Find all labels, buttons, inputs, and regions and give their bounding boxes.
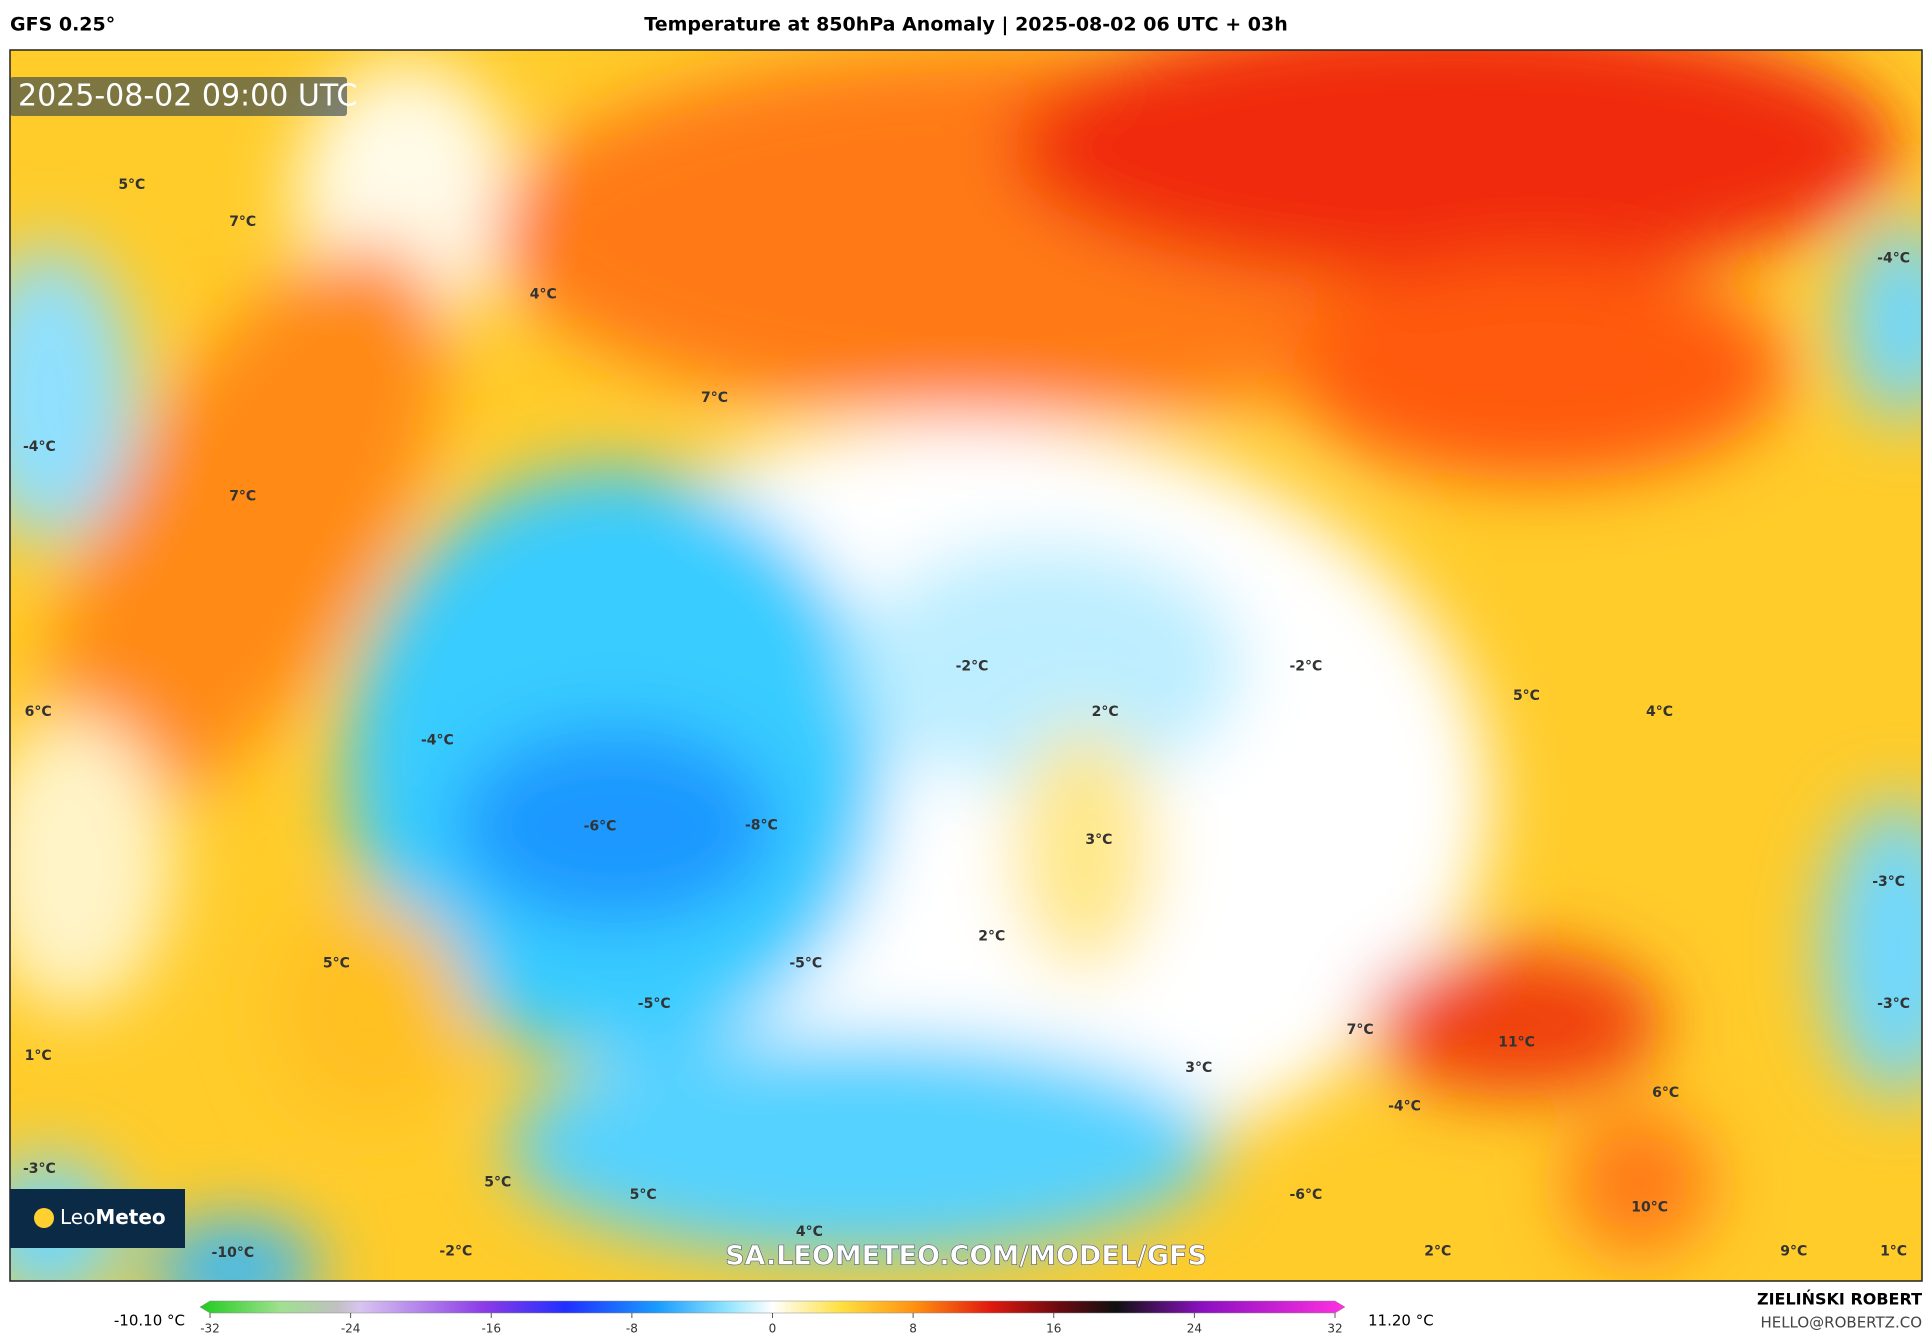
contour-label: 3°C	[1085, 832, 1112, 848]
contour-label: -6°C	[584, 819, 617, 835]
map-frame	[9, 49, 1923, 1282]
contour-label: 7°C	[701, 390, 728, 406]
contour-label: -10°C	[212, 1245, 255, 1261]
contour-label: 9°C	[1780, 1244, 1807, 1260]
contour-label: 10°C	[1631, 1199, 1668, 1215]
contour-label: 4°C	[1646, 704, 1673, 720]
colorbar	[199, 1300, 1346, 1314]
contour-label: 7°C	[1347, 1022, 1374, 1038]
contour-label: 6°C	[1652, 1085, 1679, 1101]
contour-label: 1°C	[25, 1048, 52, 1064]
author: ZIELIŃSKI ROBERT	[1757, 1290, 1922, 1309]
contour-label: -3°C	[1872, 874, 1905, 890]
contour-label: 2°C	[978, 928, 1005, 944]
map	[10, 50, 1922, 1281]
contour-label: 4°C	[530, 286, 557, 302]
logo: LeoMeteo	[60, 1205, 166, 1229]
contour-label: -3°C	[23, 1161, 56, 1177]
contour-label: 5°C	[1513, 688, 1540, 704]
contour-label: -2°C	[1290, 659, 1323, 675]
contour-label: -4°C	[421, 732, 454, 748]
contour-label: 5°C	[118, 177, 145, 193]
colorbar-tick-label: 0	[769, 1322, 777, 1336]
email: HELLO@ROBERTZ.CO	[1760, 1314, 1922, 1332]
contour-label: 5°C	[630, 1187, 657, 1203]
colorbar-tick-label: -8	[626, 1322, 638, 1336]
contour-label: 3°C	[1185, 1060, 1212, 1076]
colorbar-tick-label: 8	[909, 1322, 917, 1336]
contour-label: 11°C	[1498, 1034, 1535, 1050]
contour-label: -4°C	[23, 439, 56, 455]
colorbar-min: -10.10 °C	[114, 1312, 185, 1330]
colorbar-tick-label: 32	[1327, 1322, 1342, 1336]
colorbar-max: 11.20 °C	[1368, 1312, 1434, 1330]
timestamp: 2025-08-02 09:00 UTC	[18, 79, 357, 114]
contour-label: -4°C	[1388, 1098, 1421, 1114]
contour-label: 2°C	[1092, 704, 1119, 720]
watermark: SA.LEOMETEO.COM/MODEL/GFS	[725, 1241, 1207, 1272]
contour-label: -8°C	[745, 817, 778, 833]
contour-label: -2°C	[439, 1244, 472, 1260]
contour-label: -6°C	[1290, 1187, 1323, 1203]
contour-label: 5°C	[323, 955, 350, 971]
contour-label: 6°C	[25, 704, 52, 720]
contour-label: -2°C	[956, 659, 989, 675]
contour-label: -5°C	[789, 955, 822, 971]
timestamp-box	[10, 77, 347, 116]
colorbar-tick-label: -24	[341, 1322, 361, 1336]
logo-sun	[34, 1208, 54, 1228]
contour-label: 5°C	[484, 1175, 511, 1191]
contour-label: 4°C	[796, 1224, 823, 1240]
colorbar-tick-label: 16	[1046, 1322, 1061, 1336]
contour-label: -5°C	[638, 996, 671, 1012]
chart-title: Temperature at 850hPa Anomaly | 2025-08-…	[644, 14, 1287, 36]
contour-label: 2°C	[1424, 1244, 1451, 1260]
contour-label: -3°C	[1877, 996, 1910, 1012]
colorbar-tick-label: 24	[1187, 1322, 1202, 1336]
colorbar-tick-label: -16	[481, 1322, 501, 1336]
contour-label: -4°C	[1877, 251, 1910, 267]
contour-label: 1°C	[1880, 1244, 1907, 1260]
colorbar-tick-label: -32	[200, 1322, 220, 1336]
contour-label: 7°C	[229, 488, 256, 504]
contour-label: 7°C	[229, 214, 256, 230]
model-label: GFS 0.25°	[10, 14, 115, 36]
